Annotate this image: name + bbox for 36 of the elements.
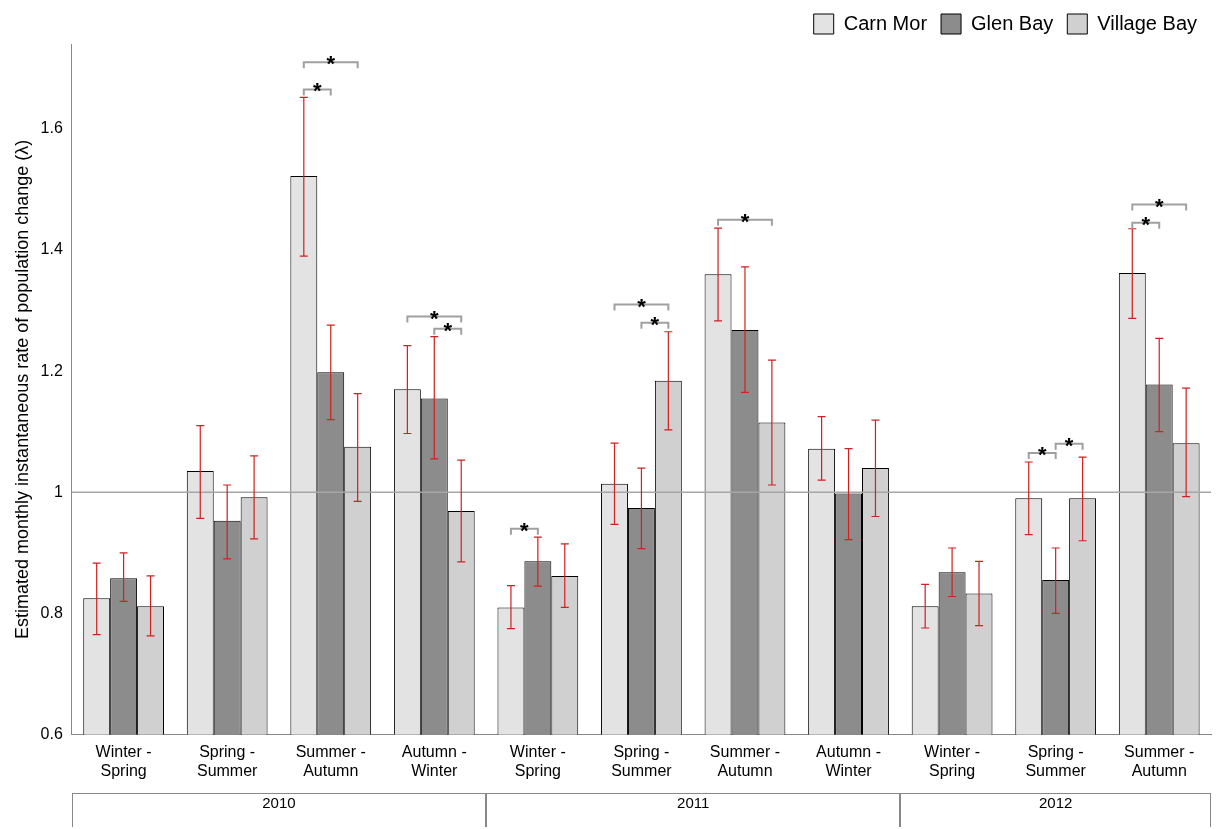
x-tick-label: Winter - Spring: [95, 742, 152, 779]
annotation: *: [650, 311, 660, 337]
y-tick-label: 0.6: [40, 725, 63, 743]
x-tick-label: Autumn - Winter: [401, 742, 467, 779]
legend-label: Village Bay: [1097, 11, 1198, 34]
annotation: *: [313, 78, 322, 104]
x-tick-label: Summer - Autumn: [1124, 742, 1195, 779]
annotation: *: [1037, 441, 1047, 467]
y-tick-label: 1.6: [40, 119, 63, 137]
text: 2011: [486, 792, 901, 827]
annotation: *: [637, 293, 647, 319]
annotation: *: [740, 208, 750, 234]
annotation: *: [443, 317, 453, 343]
text: 2010: [71, 792, 487, 827]
y-tick-label: 1.2: [40, 361, 63, 379]
x-tick-label: Summer - Autumn: [295, 742, 366, 779]
x-tick-label: Spring - Summer: [196, 742, 259, 779]
legend-label: Glen Bay: [971, 11, 1054, 34]
x-tick-label: Autumn - Winter: [816, 742, 881, 779]
y-tick-label: 0.8: [40, 603, 63, 621]
y-tick-label: 1: [53, 482, 63, 500]
x-tick-label: Winter - Spring: [509, 742, 566, 779]
annotation: *: [1154, 193, 1164, 219]
annotation: *: [430, 305, 440, 331]
annotation: *: [1064, 432, 1074, 458]
y-axis-title: Estimated monthly instantaneous rate of population change (λ): [11, 139, 32, 639]
x-tick-label: Spring - Summer: [1025, 742, 1087, 779]
x-tick-label: Spring - Summer: [611, 742, 673, 779]
text: 2012: [900, 792, 1211, 827]
x-tick-label: Winter - Spring: [924, 742, 981, 779]
annotation: *: [520, 517, 530, 543]
annotation: *: [1141, 211, 1151, 237]
annotation: *: [326, 51, 336, 77]
x-tick-label: Summer - Autumn: [709, 742, 781, 779]
y-tick-label: 1.4: [40, 240, 63, 258]
legend-label: Carn Mor: [843, 11, 928, 34]
